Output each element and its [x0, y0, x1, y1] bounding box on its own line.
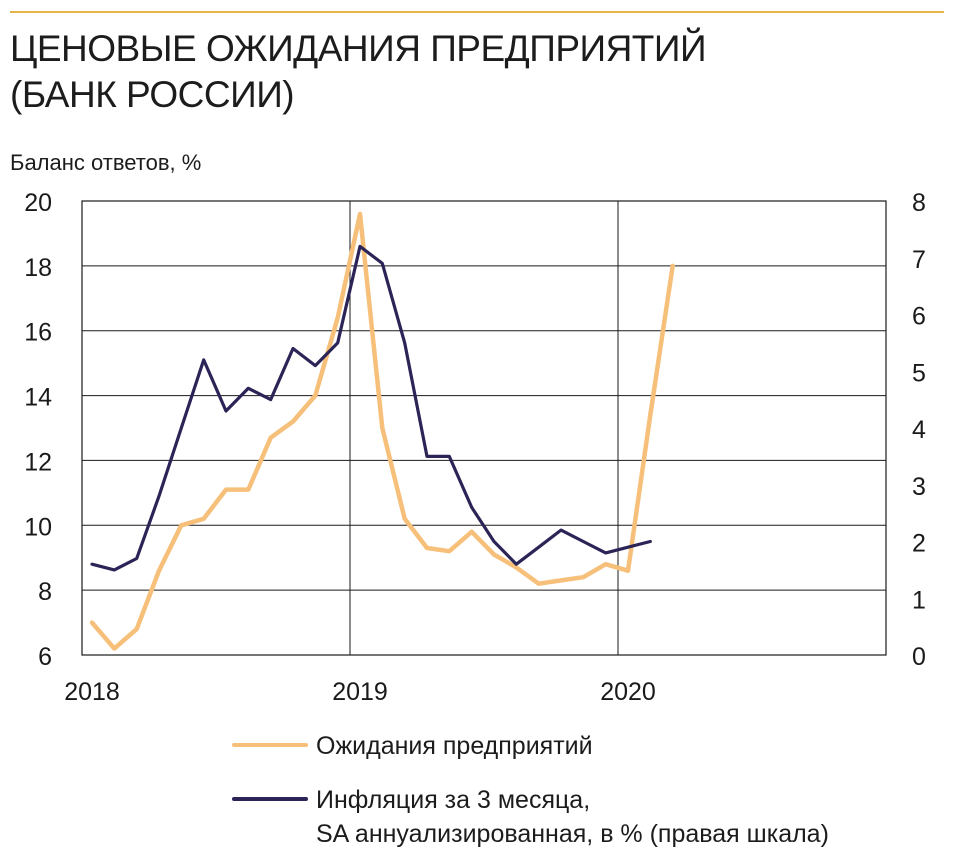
- chart-title-line-1: ЦЕНОВЫЕ ОЖИДАНИЯ ПРЕДПРИЯТИЙ: [10, 28, 707, 69]
- x-tick-label-2019: 2019: [332, 678, 388, 706]
- y2-tick-label-8: 8: [912, 189, 926, 217]
- y-tick-label-8: 8: [38, 578, 52, 606]
- y2-tick-label-5: 5: [912, 359, 926, 387]
- legend-label-inflation-line-2: SA аннуализированная, в % (правая шкала): [316, 820, 829, 848]
- y-tick-label-14: 14: [24, 384, 52, 412]
- chart-title-line-2: (БАНК РОССИИ): [10, 74, 295, 115]
- y-tick-label-18: 18: [24, 254, 52, 282]
- y2-tick-label-1: 1: [912, 586, 926, 614]
- legend-label-expectations: Ожидания предприятий: [316, 732, 593, 760]
- plot-frame: [81, 200, 887, 656]
- legend-swatch-inflation: [232, 797, 308, 801]
- y-tick-label-10: 10: [24, 513, 52, 541]
- y2-tick-label-0: 0: [912, 643, 926, 671]
- x-tick-label-2018: 2018: [64, 678, 120, 706]
- y2-tick-label-4: 4: [912, 416, 926, 444]
- legend-label-inflation-line-1: Инфляция за 3 месяца,: [316, 786, 591, 814]
- chart-title: ЦЕНОВЫЕ ОЖИДАНИЯ ПРЕДПРИЯТИЙ (БАНК РОССИ…: [10, 26, 910, 118]
- x-tick-label-2020: 2020: [600, 678, 656, 706]
- series-line-expectations: [89, 211, 675, 651]
- top-rule: [10, 11, 944, 13]
- series-line-inflation: [90, 244, 652, 572]
- y2-tick-label-2: 2: [912, 530, 926, 558]
- y2-tick-label-3: 3: [912, 473, 926, 501]
- y-tick-label-20: 20: [24, 189, 52, 217]
- legend-swatch-expectations: [232, 743, 308, 747]
- y-tick-label-16: 16: [24, 319, 52, 347]
- y-tick-label-6: 6: [38, 643, 52, 671]
- y2-tick-label-7: 7: [912, 246, 926, 274]
- y-tick-label-12: 12: [24, 448, 52, 476]
- y2-tick-label-6: 6: [912, 303, 926, 331]
- y-axis-label: Баланс ответов, %: [10, 150, 202, 175]
